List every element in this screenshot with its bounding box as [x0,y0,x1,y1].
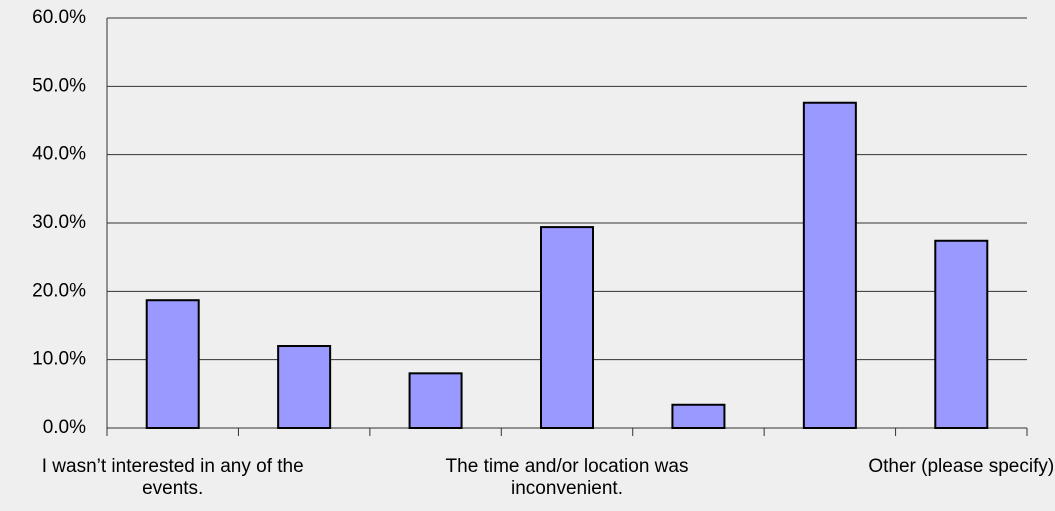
bar [408,372,463,430]
x-tick-label: I wasn’t interested in any of the events… [41,456,304,499]
y-tick-label: 50.0% [32,75,86,96]
y-tick-label: 0.0% [43,417,86,438]
y-tick-label: 10.0% [32,349,86,370]
bar [540,226,594,429]
y-tick-label: 20.0% [32,280,86,301]
bar [934,239,989,429]
bar [802,101,857,429]
y-tick-label: 40.0% [32,144,86,165]
bar [145,299,200,430]
y-tick-label: 60.0% [32,7,86,28]
bar [671,403,726,429]
bar [277,345,332,429]
x-tick-label: The time and/or location was inconvenien… [445,456,689,499]
y-tick-label: 30.0% [32,212,86,233]
x-tick-label: Other (please specify) [868,456,1055,477]
